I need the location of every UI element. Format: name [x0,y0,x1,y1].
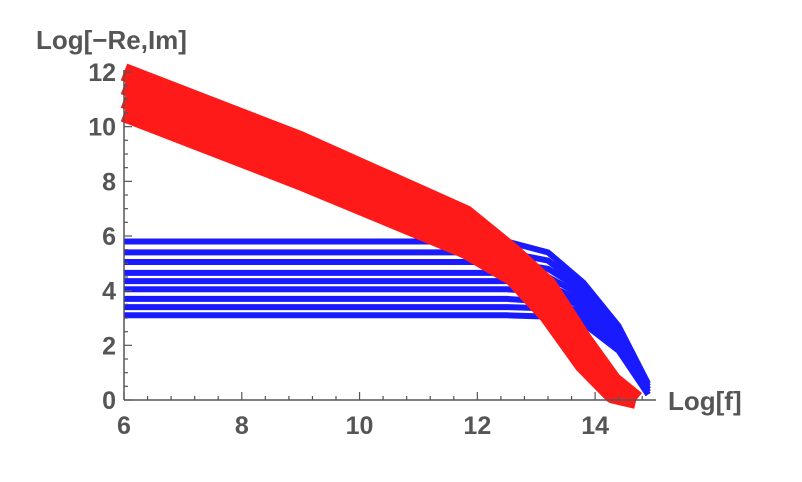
series-layer [120,63,651,409]
y-tick-label-6: 6 [102,223,116,251]
y-tick-label-4: 4 [102,278,116,306]
x-tick-label-6: 6 [117,412,131,440]
y-tick-label-2: 2 [102,332,116,360]
y-tick-label-8: 8 [102,168,116,196]
x-tick-label-12: 12 [463,412,491,440]
y-tick-label-12: 12 [88,59,116,87]
y-tick-label-10: 10 [88,114,116,142]
series-line-13 [120,104,639,409]
x-tick-label-8: 8 [235,412,249,440]
y-axis-title: Log[−Re,Im] [36,25,187,55]
x-tick-label-14: 14 [581,412,609,440]
y-tick-label-0: 0 [102,387,116,415]
ticks-layer: 6 8 10 12 14 0 2 4 6 8 10 12 [88,59,643,440]
x-axis-title: Log[f] [668,386,742,416]
x-tick-label-10: 10 [346,412,374,440]
